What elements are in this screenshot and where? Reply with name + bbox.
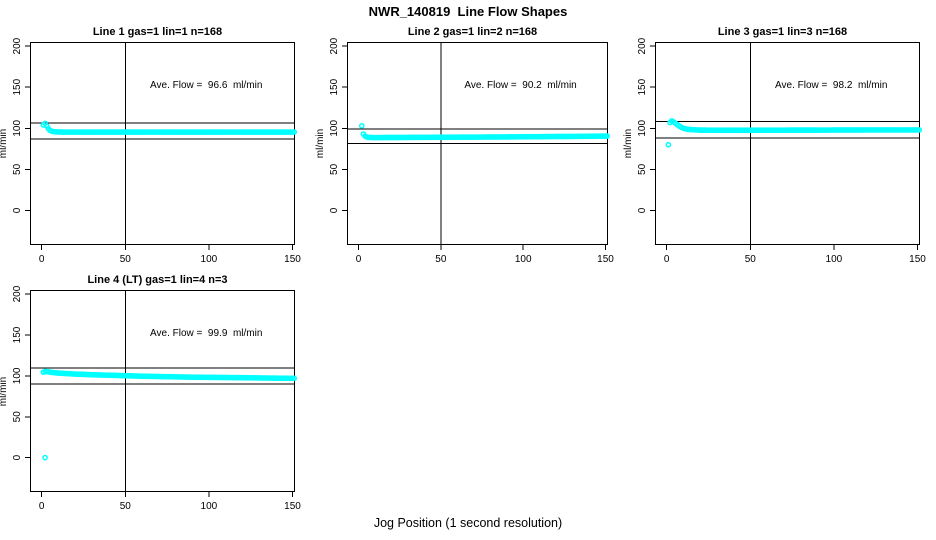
svg-text:50: 50	[12, 411, 23, 423]
plot-canvas: 0 50 100 150 0 50 100 150 200	[637, 37, 926, 265]
svg-text:100: 100	[201, 501, 218, 512]
subplot-title: Line 2 gas=1 lin=2 n=168	[407, 26, 538, 38]
svg-text:0: 0	[329, 207, 340, 213]
svg-text:0: 0	[12, 207, 23, 213]
svg-text:0: 0	[356, 254, 362, 265]
svg-text:100: 100	[12, 367, 23, 384]
svg-text:200: 200	[12, 37, 23, 54]
subplot-title: Line 4 (LT) gas=1 lin=4 n=3	[87, 274, 228, 286]
svg-text:100: 100	[637, 120, 648, 137]
svg-text:0: 0	[39, 501, 45, 512]
svg-text:0: 0	[12, 454, 23, 460]
svg-text:200: 200	[329, 37, 340, 54]
ave-flow-annotation: Ave. Flow = 98.2 ml/min	[775, 80, 888, 91]
svg-text:50: 50	[120, 254, 132, 265]
ave-flow-annotation: Ave. Flow = 90.2 ml/min	[464, 80, 577, 91]
svg-text:150: 150	[12, 326, 23, 343]
svg-text:100: 100	[515, 254, 532, 265]
plot-canvas: 0 50 100 150 0 50 100 150 200	[12, 37, 301, 265]
svg-text:100: 100	[12, 120, 23, 137]
svg-text:100: 100	[201, 254, 218, 265]
y-axis-label: ml/min	[0, 376, 10, 406]
svg-text:150: 150	[12, 78, 23, 95]
svg-text:150: 150	[637, 78, 648, 95]
svg-text:50: 50	[435, 254, 447, 265]
svg-text:100: 100	[826, 254, 843, 265]
svg-text:150: 150	[284, 501, 301, 512]
x-axis-label: Jog Position (1 second resolution)	[373, 516, 563, 530]
ave-flow-annotation: Ave. Flow = 99.9 ml/min	[150, 328, 263, 339]
subplot-title: Line 3 gas=1 lin=3 n=168	[717, 26, 848, 38]
figure-title: NWR_140819 Line Flow Shapes	[368, 4, 568, 19]
svg-text:150: 150	[329, 78, 340, 95]
subplot-line-1: Line 1 gas=1 lin=1 n=168 ml/min 0 50 100 15…	[0, 26, 301, 265]
svg-text:0: 0	[637, 207, 648, 213]
subplot-line-3: Line 3 gas=1 lin=3 n=168 ml/min 0 50 100 15…	[624, 26, 927, 265]
svg-text:50: 50	[329, 163, 340, 175]
svg-text:50: 50	[120, 501, 132, 512]
svg-text:0: 0	[39, 254, 45, 265]
plot-canvas: 0 50 100 150 0 50 100 150 200	[329, 37, 614, 265]
plot-canvas: 0 50 100 150 0 50 100 150 200	[12, 285, 301, 512]
y-axis-label: ml/min	[315, 128, 327, 159]
subplot-line-4: Line 4 (LT) gas=1 lin=4 n=3 ml/min 0 50 10…	[0, 274, 301, 512]
svg-text:150: 150	[909, 254, 926, 265]
svg-text:150: 150	[597, 254, 614, 265]
svg-text:50: 50	[745, 254, 757, 265]
subplot-line-2: Line 2 gas=1 lin=2 n=168 ml/min 0 50 100 15…	[316, 26, 615, 265]
svg-text:200: 200	[637, 37, 648, 54]
y-axis-label: ml/min	[623, 128, 635, 159]
svg-text:200: 200	[12, 285, 23, 302]
svg-text:50: 50	[637, 163, 648, 175]
ave-flow-annotation: Ave. Flow = 96.6 ml/min	[150, 80, 263, 91]
svg-text:100: 100	[329, 120, 340, 137]
svg-text:50: 50	[12, 163, 23, 175]
y-axis-label: ml/min	[0, 128, 10, 159]
svg-text:0: 0	[664, 254, 670, 265]
subplot-title: Line 1 gas=1 lin=1 n=168	[92, 26, 223, 38]
svg-text:150: 150	[284, 254, 301, 265]
